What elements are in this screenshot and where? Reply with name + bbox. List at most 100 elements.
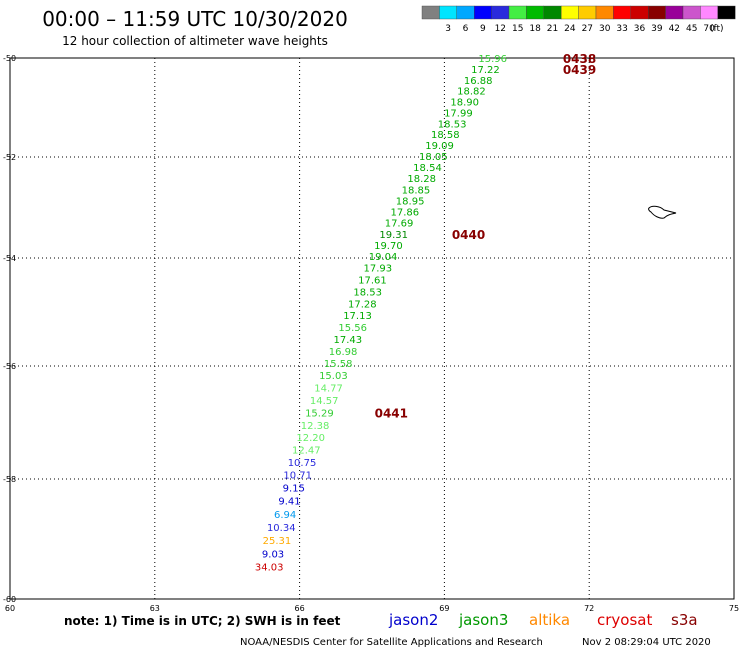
- legend-swatch: [526, 5, 545, 20]
- x-tick-label: 63: [150, 604, 160, 613]
- swh-value-label: 9.03: [262, 549, 284, 560]
- axis-tick-labels: 60 63 66 69 72 75 -50 -52 -54 -56 -58 -60: [3, 54, 739, 613]
- y-tick-label: -60: [3, 595, 16, 604]
- swh-value-label: 15.29: [305, 408, 334, 419]
- legend-swatch: [474, 5, 492, 20]
- swh-value-label: 17.28: [348, 299, 377, 310]
- swh-value-label: 17.99: [444, 108, 473, 119]
- swh-value-label: 17.43: [334, 335, 363, 346]
- swh-value-label: 9.41: [278, 497, 300, 508]
- satellite-legend-cryosat: cryosat: [597, 611, 652, 629]
- satellite-legend-jason2: jason2: [388, 611, 438, 629]
- swh-value-label: 18.85: [402, 185, 431, 196]
- swh-value-label: 12.38: [301, 421, 330, 432]
- x-tick-label: 72: [584, 604, 594, 613]
- legend-swatch: [700, 5, 719, 20]
- satellite-legend-altika: altika: [529, 611, 570, 629]
- swh-value-label: 17.22: [471, 65, 500, 76]
- swh-value-label: 18.05: [419, 152, 448, 163]
- y-tick-label: -54: [3, 254, 16, 263]
- color-scale-legend: 3 6 9 12 15 18 21 24 27 30 33 36 39 42 45 70: [421, 5, 736, 34]
- legend-swatch-label: 18: [529, 24, 541, 34]
- swh-value-label: 18.28: [407, 174, 436, 185]
- swh-value-label: 18.58: [431, 130, 460, 141]
- legend-swatch-label: 70: [703, 24, 715, 34]
- swh-value-label: 6.94: [274, 510, 296, 521]
- legend-swatch-label: 39: [651, 24, 663, 34]
- legend-swatch-label: 27: [582, 24, 593, 34]
- pass-time-label: 0439: [563, 63, 596, 77]
- swh-value-label: 15.56: [338, 323, 367, 334]
- legend-swatch-label: 21: [547, 24, 558, 34]
- swh-value-label: 34.03: [255, 563, 284, 574]
- footer-note: note: 1) Time is in UTC; 2) SWH is in fe…: [64, 614, 341, 628]
- y-tick-label: -56: [3, 362, 16, 371]
- swh-value-label: 14.77: [314, 383, 343, 394]
- legend-swatch: [648, 5, 666, 20]
- swh-value-label: 18.82: [457, 87, 486, 98]
- swh-value-label: 10.71: [283, 470, 312, 481]
- swh-value-label: 10.34: [267, 523, 296, 534]
- swh-value-label: 18.54: [413, 163, 442, 174]
- island-outline: [648, 205, 677, 219]
- swh-data-points: 15.9617.2216.8818.8218.9017.9918.5318.58…: [255, 54, 507, 574]
- page-subtitle: 12 hour collection of altimeter wave hei…: [62, 34, 328, 48]
- legend-swatch-label: 9: [480, 24, 486, 34]
- legend-swatch: [613, 5, 632, 20]
- legend-swatch-label: 12: [495, 24, 506, 34]
- legend-swatch: [421, 5, 440, 20]
- swh-value-label: 15.58: [324, 359, 353, 370]
- swh-value-label: 16.98: [329, 347, 358, 358]
- grid-lines: [10, 58, 734, 599]
- page-title: 00:00 – 11:59 UTC 10/30/2020: [42, 7, 348, 31]
- legend-swatch: [578, 5, 597, 20]
- swh-value-label: 9.15: [283, 483, 305, 494]
- legend-swatch-label: 45: [686, 24, 697, 34]
- x-tick-label: 60: [5, 604, 15, 613]
- swh-value-label: 14.57: [310, 396, 339, 407]
- footer-credit: NOAA/NESDIS Center for Satellite Applica…: [240, 637, 543, 648]
- swh-value-label: 19.09: [425, 141, 454, 152]
- satellite-legend-jason3: jason3: [458, 611, 508, 629]
- legend-swatch-label: 42: [669, 24, 680, 34]
- footer-timestamp: Nov 2 08:29:04 UTC 2020: [582, 637, 711, 648]
- pass-time-label: 0441: [375, 406, 408, 420]
- swh-value-label: 25.31: [263, 536, 292, 547]
- legend-swatch: [508, 5, 527, 20]
- legend-swatch-label: 36: [634, 24, 646, 34]
- swh-value-label: 12.47: [292, 446, 321, 457]
- satellite-legend: jason2 jason3 altika cryosat s3a: [388, 611, 698, 629]
- swh-value-label: 17.86: [391, 208, 420, 219]
- swh-value-label: 19.70: [374, 241, 403, 252]
- legend-swatch-label: 15: [512, 24, 523, 34]
- legend-swatch: [682, 5, 701, 20]
- legend-swatch: [665, 5, 684, 20]
- swh-value-label: 15.03: [319, 371, 348, 382]
- legend-swatch: [491, 5, 510, 20]
- legend-swatch-label: 6: [463, 24, 469, 34]
- legend-swatch-label: 33: [616, 24, 627, 34]
- pass-time-label: 0440: [452, 228, 485, 242]
- plot-frame: [9, 57, 735, 600]
- legend-swatch: [543, 5, 562, 20]
- legend-swatch-label: 30: [599, 24, 611, 34]
- legend-swatch: [717, 5, 736, 20]
- swh-value-label: 12.20: [296, 433, 325, 444]
- swh-value-label: 15.96: [478, 54, 507, 65]
- legend-swatch: [456, 5, 475, 20]
- y-tick-label: -52: [3, 153, 16, 162]
- swh-value-label: 16.88: [464, 76, 493, 87]
- swh-value-label: 17.69: [385, 219, 414, 230]
- legend-unit: (ft): [710, 24, 724, 34]
- swh-value-label: 18.95: [396, 196, 425, 207]
- legend-swatch: [630, 5, 649, 20]
- swh-value-label: 19.04: [369, 252, 398, 263]
- swh-value-label: 17.61: [358, 276, 387, 287]
- legend-swatch: [439, 5, 457, 20]
- y-tick-label: -58: [3, 475, 16, 484]
- x-tick-label: 66: [295, 604, 305, 613]
- legend-swatch-label: 3: [445, 24, 451, 34]
- pass-time-label: 0438: [563, 52, 596, 66]
